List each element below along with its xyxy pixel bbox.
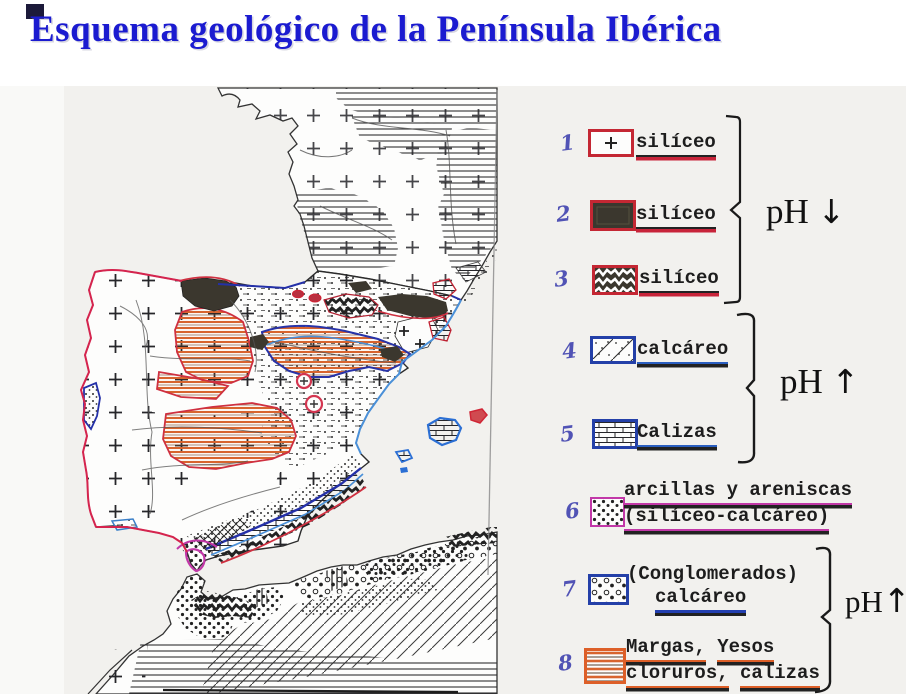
tajo-basin [162,402,297,470]
ebro-dark-blob [380,346,404,362]
pyrenean-zigzag-patch [323,293,379,319]
africa-region [87,527,498,694]
legend-label-1: silíceo [636,131,716,157]
legend-label-7: (Conglomerados) calcáreo [627,563,798,613]
title-band [0,0,906,86]
ph-bracket-2 [736,312,756,464]
legend-label-2: silíceo [636,203,716,229]
duero-basin [174,307,254,384]
arrow-up-icon: ↑ [831,362,860,401]
legend-swatch-margas [584,648,626,684]
mallorca [426,416,463,447]
figure-border-line [487,89,498,576]
legend-swatch-calcareo [590,336,636,364]
iberia-region [79,269,462,573]
legend-label-8: Margas, Yesos cloruros, calizas [626,636,820,688]
france-rivers [299,117,457,245]
catalonia-dark-band [378,294,448,319]
legend-number-7: 7 [560,575,579,602]
legend-label-6: arcillas y areniscas (silíceo-calcáreo) [624,479,853,531]
legend-number-5: 5 [558,420,577,447]
legend-number-1: 1 [558,129,577,156]
arrow-up-icon: ↑ [882,581,906,620]
menorca [469,408,488,424]
ph-down-label: pH ↓ [766,192,846,231]
coast-color-overdraw [79,269,462,553]
north-red-blob-2 [308,293,322,303]
pyrenees-brick-patch [455,261,487,283]
legend-swatch-siliceo-dark [590,200,636,231]
legend-swatch-calizas [592,419,638,449]
formentera [400,467,408,473]
page-title: Esquema geológico de la Península Ibéric… [30,9,722,50]
ph-brackets [723,114,832,694]
balearic-islands [394,408,488,473]
arrow-down-icon: ↓ [817,192,846,231]
legend-number-4: 4 [560,337,579,364]
legend-swatch-siliceo-zigzag [592,265,638,295]
legend-swatch-conglomerados [588,574,629,605]
betic-bands [176,454,367,573]
duero-basin-lobe [156,370,230,400]
ibiza [394,449,414,464]
corner-mark [26,4,44,19]
asturias-dark-massif [180,277,240,312]
gibraltar-tip [184,548,206,573]
ph-bracket-3 [814,546,832,694]
volcanic-circle-symbols [295,372,324,414]
legend-label-3: silíceo [639,267,719,293]
border-dark-blob [348,281,372,293]
legend-label-4: calcáreo [637,338,729,364]
iberia-rivers [119,299,397,521]
legend-number-2: 2 [554,200,573,227]
catalonia-brick-1 [432,278,457,300]
ebro-basin [260,324,412,378]
legend-swatch-arcillas [590,497,625,527]
legend-swatch-siliceo-plus [588,129,634,157]
catalonia-brick-2 [428,316,452,342]
north-red-blob-1 [292,289,304,299]
legend-number-6: 6 [563,497,582,524]
figure-bottom-line [162,688,459,694]
legend-number-8: 8 [556,649,575,676]
ph-bracket-1 [723,114,742,305]
ph-up-label-2: pH↑ [845,581,906,620]
ph-up-label-1: pH ↑ [780,362,860,401]
legend-number-3: 3 [552,265,571,292]
legend-label-5: Calizas [637,421,717,447]
france-region [216,87,498,304]
page-margin [0,86,64,694]
